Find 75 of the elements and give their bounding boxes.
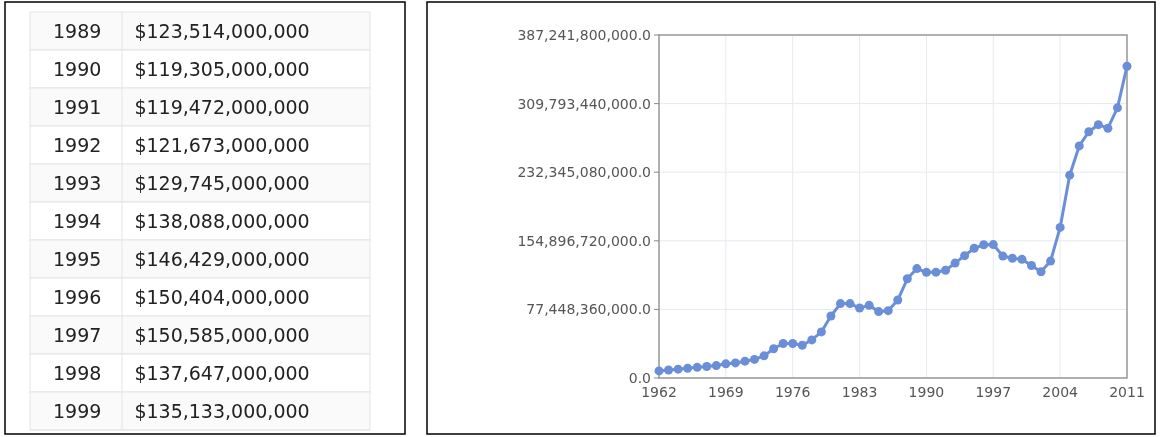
- text: 1997 $150,585,000,000: [53, 324, 310, 346]
- text: 1992 $121,673,000,000: [53, 134, 310, 156]
- point: [654, 366, 664, 376]
- point: [902, 274, 912, 284]
- point: [721, 359, 731, 369]
- y-tick-label: 154,896,720,000.0: [517, 232, 651, 249]
- point: [711, 361, 721, 371]
- point: [750, 354, 760, 364]
- point: [1112, 103, 1122, 113]
- text: 1993 $129,745,000,000: [53, 172, 310, 194]
- point: [1065, 170, 1075, 180]
- point: [769, 344, 779, 354]
- y-tick-label: 232,345,080,000.0: [517, 164, 651, 181]
- point: [960, 251, 970, 261]
- x-tick-label: 2011: [1109, 384, 1145, 400]
- text: 1998 $137,647,000,000: [53, 362, 310, 384]
- point: [1055, 222, 1065, 232]
- point: [1074, 141, 1084, 151]
- y-tick-label: 0.0: [628, 370, 651, 386]
- point: [664, 365, 674, 375]
- point: [797, 340, 807, 350]
- point: [673, 364, 683, 374]
- point: [1007, 253, 1017, 263]
- y-tick-label: 387,241,800,000.0: [517, 27, 651, 43]
- y-tick-label: 77,448,360,000.0: [526, 301, 651, 318]
- x-tick-label: 1969: [708, 384, 744, 400]
- point: [883, 306, 893, 316]
- point: [788, 338, 798, 348]
- point: [1046, 256, 1056, 266]
- point: [912, 264, 922, 274]
- x-tick-label: 1997: [975, 384, 1012, 400]
- point: [874, 307, 884, 317]
- text: 1990 $119,305,000,000: [53, 58, 310, 80]
- point: [998, 251, 1008, 261]
- x-tick-label: 1962: [641, 384, 677, 400]
- text: 1995 $146,429,000,000: [53, 248, 310, 270]
- point: [988, 240, 998, 250]
- text: 1991 $119,472,000,000: [53, 96, 310, 118]
- point: [921, 267, 931, 277]
- point: [778, 338, 788, 348]
- point: [855, 303, 865, 313]
- point: [1093, 120, 1103, 130]
- point: [1036, 267, 1046, 277]
- x-tick-label: 2004: [1042, 384, 1079, 400]
- text: 1999 $135,133,000,000: [53, 400, 310, 422]
- x-tick-label: 1990: [908, 384, 945, 400]
- point: [969, 243, 979, 253]
- point: [1103, 123, 1113, 133]
- point: [893, 295, 903, 305]
- point: [979, 240, 989, 250]
- x-tick-label: 1983: [841, 384, 878, 400]
- point: [807, 335, 817, 345]
- point: [759, 351, 769, 361]
- point: [740, 356, 750, 366]
- point: [835, 299, 845, 309]
- point: [1017, 254, 1027, 264]
- x-tick-label: 1976: [774, 384, 811, 400]
- text: 1989 $123,514,000,000: [53, 20, 310, 42]
- point: [1026, 261, 1036, 271]
- point: [826, 311, 836, 321]
- point: [950, 258, 960, 268]
- point: [864, 300, 874, 310]
- point: [845, 299, 855, 309]
- text: 1994 $138,088,000,000: [53, 210, 310, 232]
- point: [702, 361, 712, 371]
- point: [683, 363, 693, 373]
- point: [1122, 61, 1132, 71]
- point: [941, 265, 951, 275]
- text: 1996 $150,404,000,000: [53, 286, 310, 308]
- point: [1084, 127, 1094, 137]
- point: [730, 358, 740, 368]
- point: [692, 362, 702, 372]
- y-tick-label: 309,793,440,000.0: [517, 95, 651, 112]
- point: [931, 267, 941, 277]
- point: [816, 327, 826, 337]
